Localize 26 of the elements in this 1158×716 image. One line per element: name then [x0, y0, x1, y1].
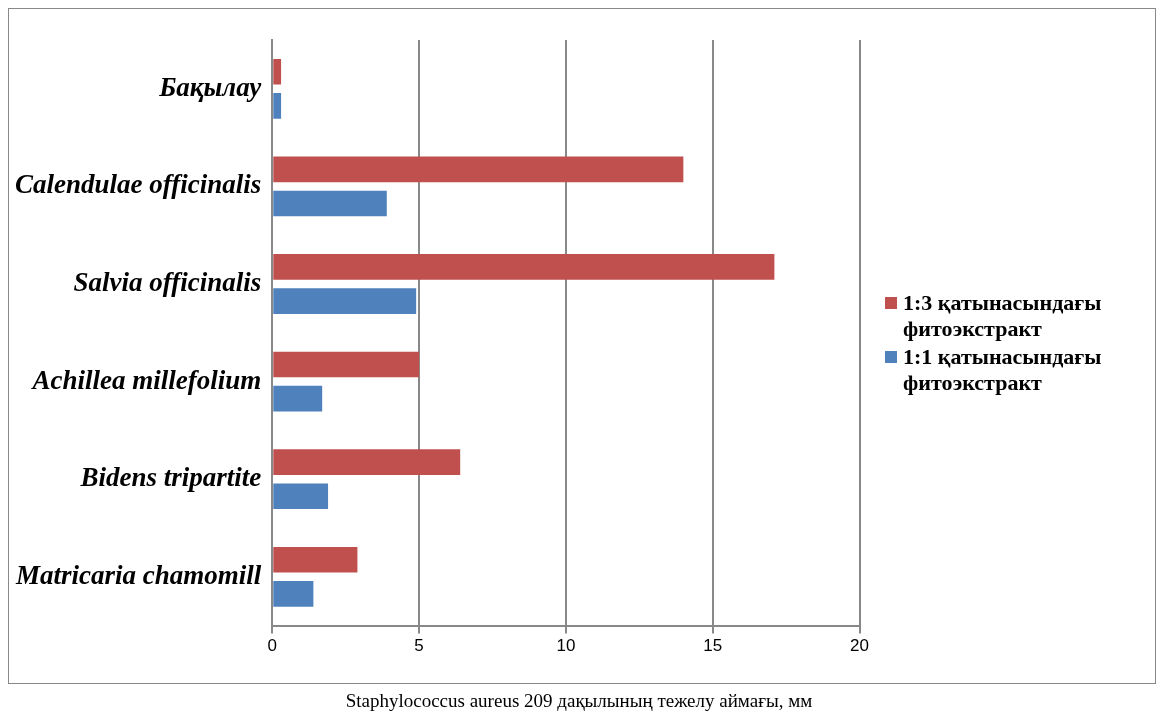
bar — [273, 449, 461, 475]
y-tick-label: Bidens tripartite — [79, 462, 262, 493]
y-tick-label: Achillea millefolium — [30, 364, 262, 395]
y-tick-label: Calendulae officinalis — [14, 169, 262, 200]
x-tick-label: 5 — [414, 636, 424, 656]
bar — [273, 156, 684, 183]
x-axis-title: Staphylococcus aureus 209 дақылының тежелу аймағы, мм — [344, 690, 814, 712]
bar — [273, 58, 282, 85]
y-tick-label: Matricaria chamomill — [14, 559, 262, 590]
bar — [273, 483, 329, 510]
bar — [273, 288, 417, 314]
legend-label: 1:1 қатынасындағы фитоэкстракт — [903, 344, 1103, 396]
x-tick-label: 10 — [556, 636, 576, 656]
bar — [273, 351, 420, 378]
y-tick-label: Salvia officinalis — [73, 266, 262, 297]
bar — [273, 254, 775, 280]
y-tick-label: Бақылау — [158, 71, 263, 102]
legend-label: 1:3 қатынасындағы фитоэкстракт — [903, 290, 1103, 342]
bar — [273, 93, 282, 119]
x-tick-label: 0 — [267, 636, 277, 656]
x-tick-label: 15 — [703, 636, 723, 656]
x-tick-label: 20 — [850, 636, 870, 656]
bar — [273, 581, 314, 607]
bar — [273, 190, 387, 217]
bar — [273, 385, 323, 412]
bar — [273, 546, 358, 573]
